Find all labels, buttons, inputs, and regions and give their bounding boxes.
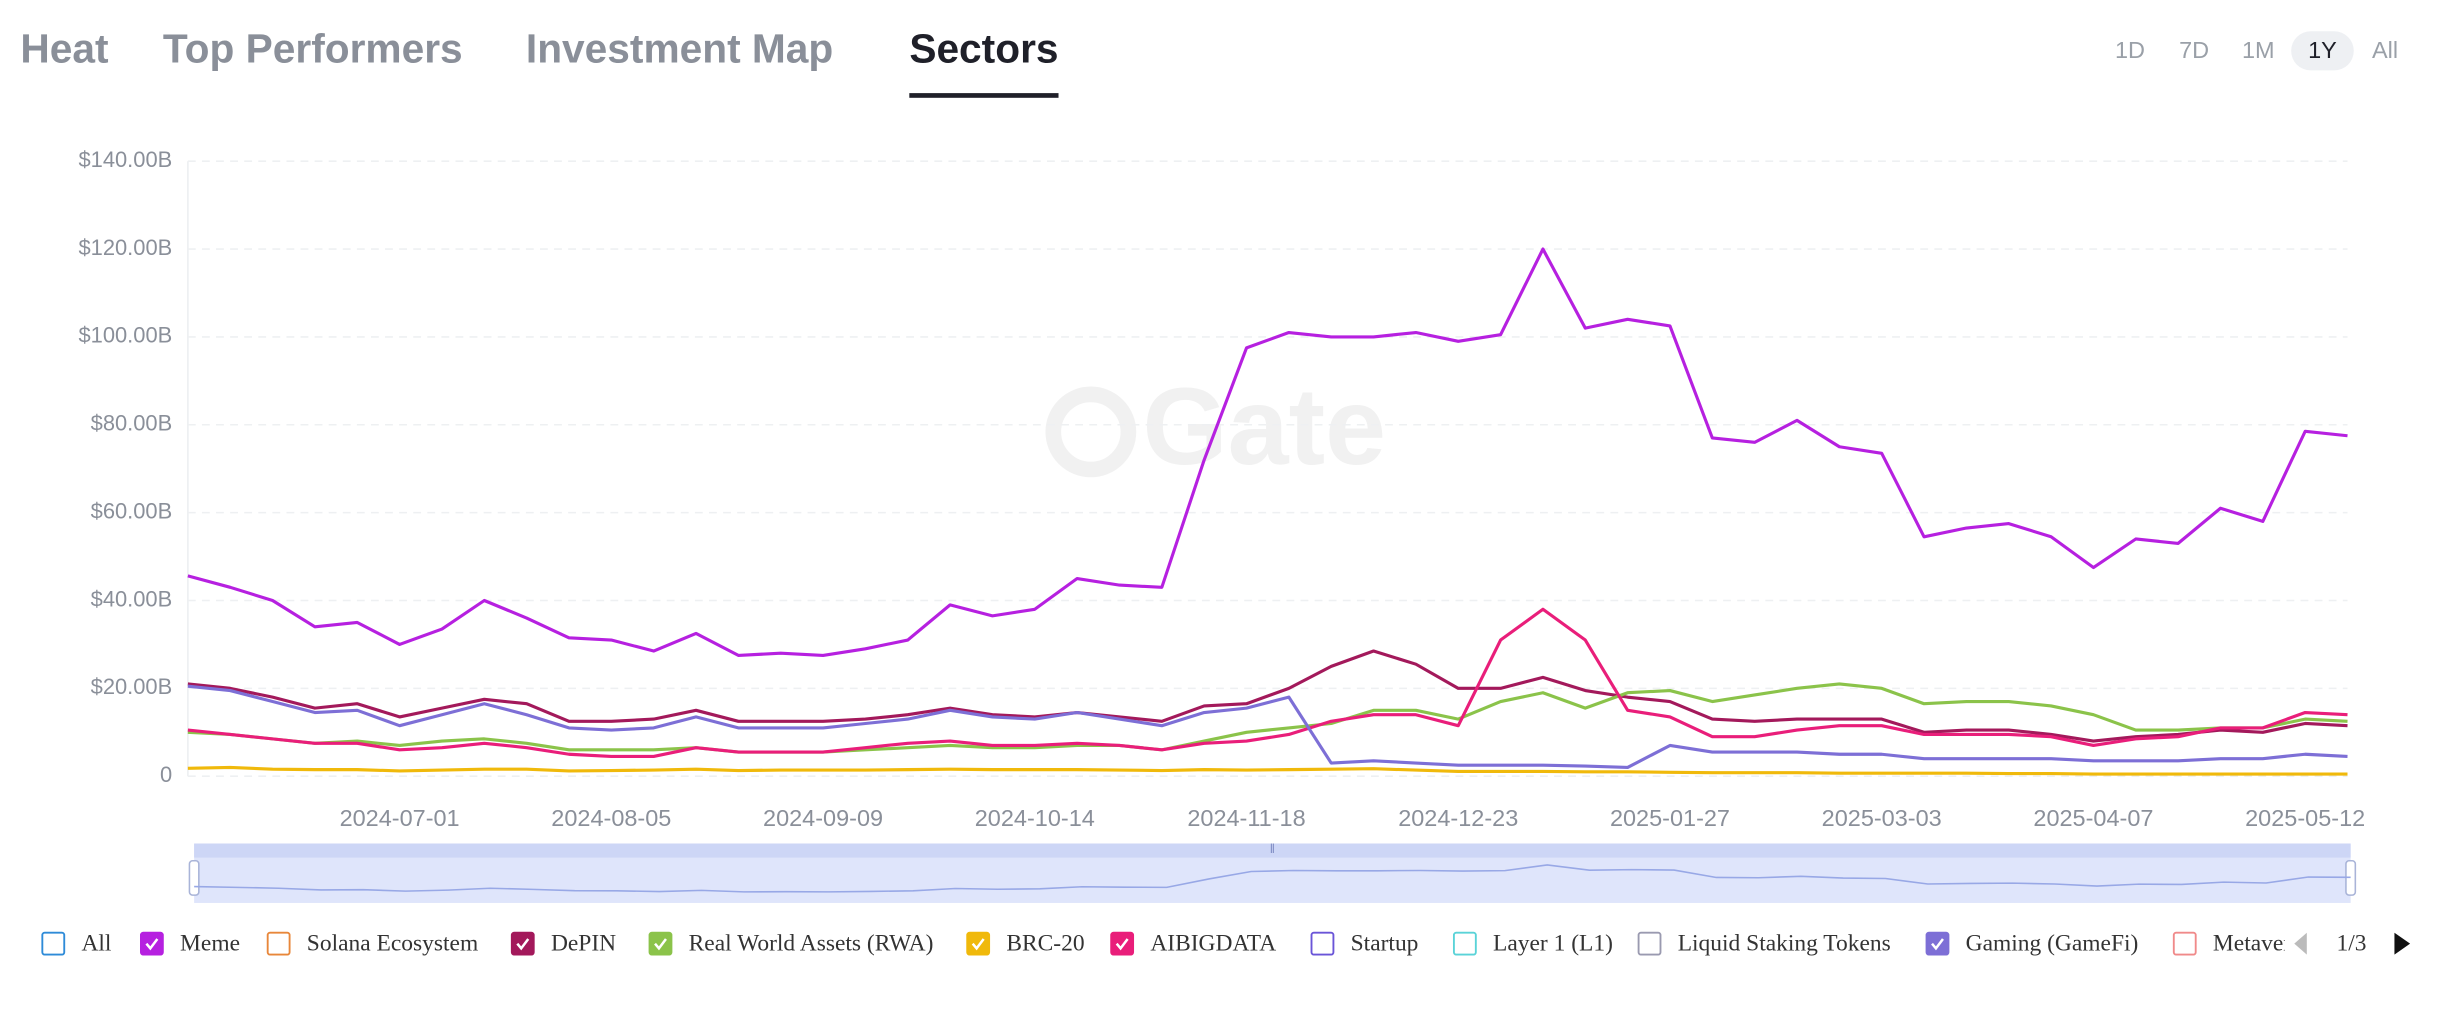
tab[interactable]: Investment Map [526, 25, 833, 71]
legend-item[interactable]: Startup [1310, 931, 1419, 957]
legend-checkbox[interactable] [266, 931, 291, 956]
series-line [187, 765, 2348, 776]
legend-label: AIBIGDATA [1150, 931, 1276, 957]
x-tick-label: 2024-08-05 [551, 805, 671, 831]
watermark-logo [1045, 386, 1137, 478]
legend-checkbox[interactable] [1452, 931, 1477, 956]
legend-label: Metaverse [2213, 931, 2311, 957]
x-tick-label: 2025-04-07 [2033, 805, 2153, 831]
y-tick-label: $140.00B [78, 147, 172, 172]
legend-checkbox[interactable] [41, 931, 66, 956]
legend-label: DePIN [551, 931, 616, 957]
legend-item[interactable]: AIBIGDATA [1110, 931, 1276, 957]
legend-check [1115, 938, 1129, 951]
legend-next[interactable] [2394, 932, 2411, 955]
legend-checkbox[interactable] [510, 931, 535, 956]
y-tick-label: $40.00B [91, 586, 173, 611]
navigator-handle[interactable] [188, 859, 200, 896]
y-tick-label: $60.00B [91, 498, 173, 523]
range-pill [2291, 31, 2354, 71]
tab-underline [909, 93, 1059, 98]
x-tick-label: 2024-11-18 [1187, 805, 1305, 831]
legend-item[interactable]: Layer 1 (L1) [1452, 931, 1613, 957]
legend-item[interactable]: Metaverse [2172, 931, 2311, 957]
legend-checkbox[interactable] [1637, 931, 1662, 956]
x-tick-label: 2025-01-27 [1610, 805, 1730, 831]
watermark: Gate [1142, 366, 1386, 488]
x-tick-label: 2024-12-23 [1398, 805, 1518, 831]
legend-checkbox[interactable] [2172, 931, 2197, 956]
legend-item[interactable]: All [41, 931, 112, 957]
legend-checkbox[interactable] [966, 931, 991, 956]
series-line [187, 649, 2348, 743]
range-button[interactable]: All [2372, 37, 2398, 63]
x-tick-label: 2025-05-12 [2245, 805, 2365, 831]
legend-item[interactable]: DePIN [510, 931, 616, 957]
legend-label: Real World Assets (RWA) [689, 931, 934, 957]
legend-checkbox[interactable] [139, 931, 164, 956]
series-line [187, 682, 2348, 754]
range-button[interactable]: 1Y [2308, 37, 2337, 63]
tab[interactable]: Sectors [909, 25, 1058, 71]
legend-check [654, 938, 667, 951]
x-tick-label: 2024-10-14 [975, 805, 1095, 831]
legend: All Meme Solana Ecosystem DePIN Real World A… [41, 931, 2311, 957]
y-tick-label: 0 [160, 762, 172, 787]
series-line [187, 247, 2348, 657]
range-button[interactable]: 1M [2242, 37, 2275, 63]
navigator-line [194, 864, 2351, 893]
navigator-bar[interactable] [194, 843, 2351, 858]
legend-checkbox[interactable] [648, 931, 673, 956]
legend-label: BRC-20 [1006, 931, 1084, 957]
legend-label: Liquid Staking Tokens [1678, 931, 1891, 957]
legend-item[interactable]: Gaming (GameFi) [1925, 931, 2139, 957]
legend-item[interactable]: Real World Assets (RWA) [648, 931, 934, 957]
x-tick-label: 2025-03-03 [1822, 805, 1942, 831]
range-button[interactable]: 7D [2179, 37, 2209, 63]
legend-checkbox[interactable] [1310, 931, 1335, 956]
series-line [187, 684, 2348, 769]
x-tick-label: 2024-09-09 [763, 805, 883, 831]
legend-label: Layer 1 (L1) [1493, 931, 1613, 957]
legend-page: 1/3 [2337, 931, 2367, 957]
range-button[interactable]: 1D [2115, 37, 2145, 63]
legend-check [145, 938, 159, 951]
navigator-grip: ‖ [1270, 842, 1275, 856]
legend-check [1931, 938, 1944, 951]
legend-item[interactable]: BRC-20 [966, 931, 1085, 957]
y-tick-label: $100.00B [78, 323, 172, 348]
x-tick-label: 2024-07-01 [340, 805, 460, 831]
legend-check [971, 938, 985, 951]
legend-label: Meme [180, 931, 240, 957]
series-line [187, 607, 2348, 759]
legend-label: All [81, 931, 111, 957]
y-tick-label: $20.00B [91, 674, 173, 699]
tab[interactable]: Top Performers [163, 25, 463, 71]
y-tick-label: $80.00B [91, 411, 173, 436]
y-tick-label: $120.00B [78, 235, 172, 260]
legend-checkbox[interactable] [1110, 931, 1135, 956]
legend-item[interactable]: Liquid Staking Tokens [1637, 931, 1891, 957]
legend-item[interactable]: Solana Ecosystem [266, 931, 479, 957]
tab[interactable]: Heat [20, 25, 109, 71]
legend-label: Solana Ecosystem [307, 931, 478, 957]
legend-label: Gaming (GameFi) [1966, 931, 2139, 957]
legend-item[interactable]: Meme [139, 931, 240, 957]
legend-prev[interactable] [2294, 932, 2307, 955]
legend-checkbox[interactable] [1925, 931, 1950, 956]
legend-check [516, 938, 530, 951]
legend-label: Startup [1351, 931, 1419, 957]
